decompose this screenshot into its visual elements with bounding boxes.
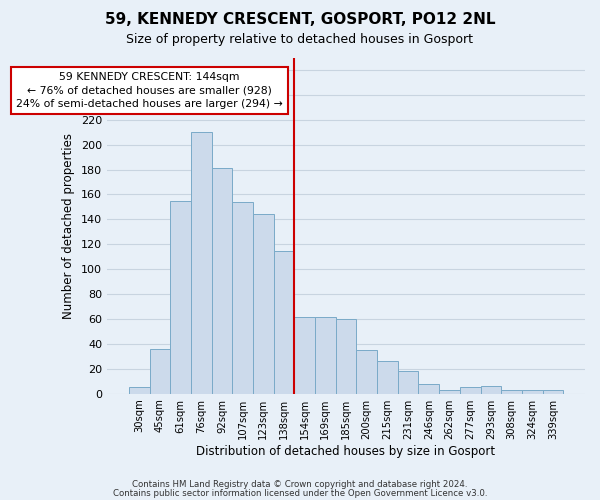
Text: 59, KENNEDY CRESCENT, GOSPORT, PO12 2NL: 59, KENNEDY CRESCENT, GOSPORT, PO12 2NL <box>105 12 495 28</box>
Text: Contains HM Land Registry data © Crown copyright and database right 2024.: Contains HM Land Registry data © Crown c… <box>132 480 468 489</box>
Bar <box>356 350 377 394</box>
Bar <box>542 390 563 394</box>
Y-axis label: Number of detached properties: Number of detached properties <box>62 132 76 318</box>
Bar <box>336 319 356 394</box>
Bar <box>129 388 149 394</box>
X-axis label: Distribution of detached houses by size in Gosport: Distribution of detached houses by size … <box>196 444 496 458</box>
Bar <box>191 132 212 394</box>
Bar <box>481 386 501 394</box>
Bar <box>232 202 253 394</box>
Bar <box>418 384 439 394</box>
Bar <box>212 168 232 394</box>
Bar <box>377 362 398 394</box>
Bar <box>501 390 522 394</box>
Text: Contains public sector information licensed under the Open Government Licence v3: Contains public sector information licen… <box>113 488 487 498</box>
Text: Size of property relative to detached houses in Gosport: Size of property relative to detached ho… <box>127 32 473 46</box>
Bar <box>295 316 315 394</box>
Bar <box>253 214 274 394</box>
Bar <box>522 390 542 394</box>
Bar <box>439 390 460 394</box>
Bar <box>315 316 336 394</box>
Bar <box>460 388 481 394</box>
Text: 59 KENNEDY CRESCENT: 144sqm
← 76% of detached houses are smaller (928)
24% of se: 59 KENNEDY CRESCENT: 144sqm ← 76% of det… <box>16 72 283 109</box>
Bar <box>149 349 170 394</box>
Bar <box>274 250 295 394</box>
Bar <box>398 372 418 394</box>
Bar <box>170 200 191 394</box>
